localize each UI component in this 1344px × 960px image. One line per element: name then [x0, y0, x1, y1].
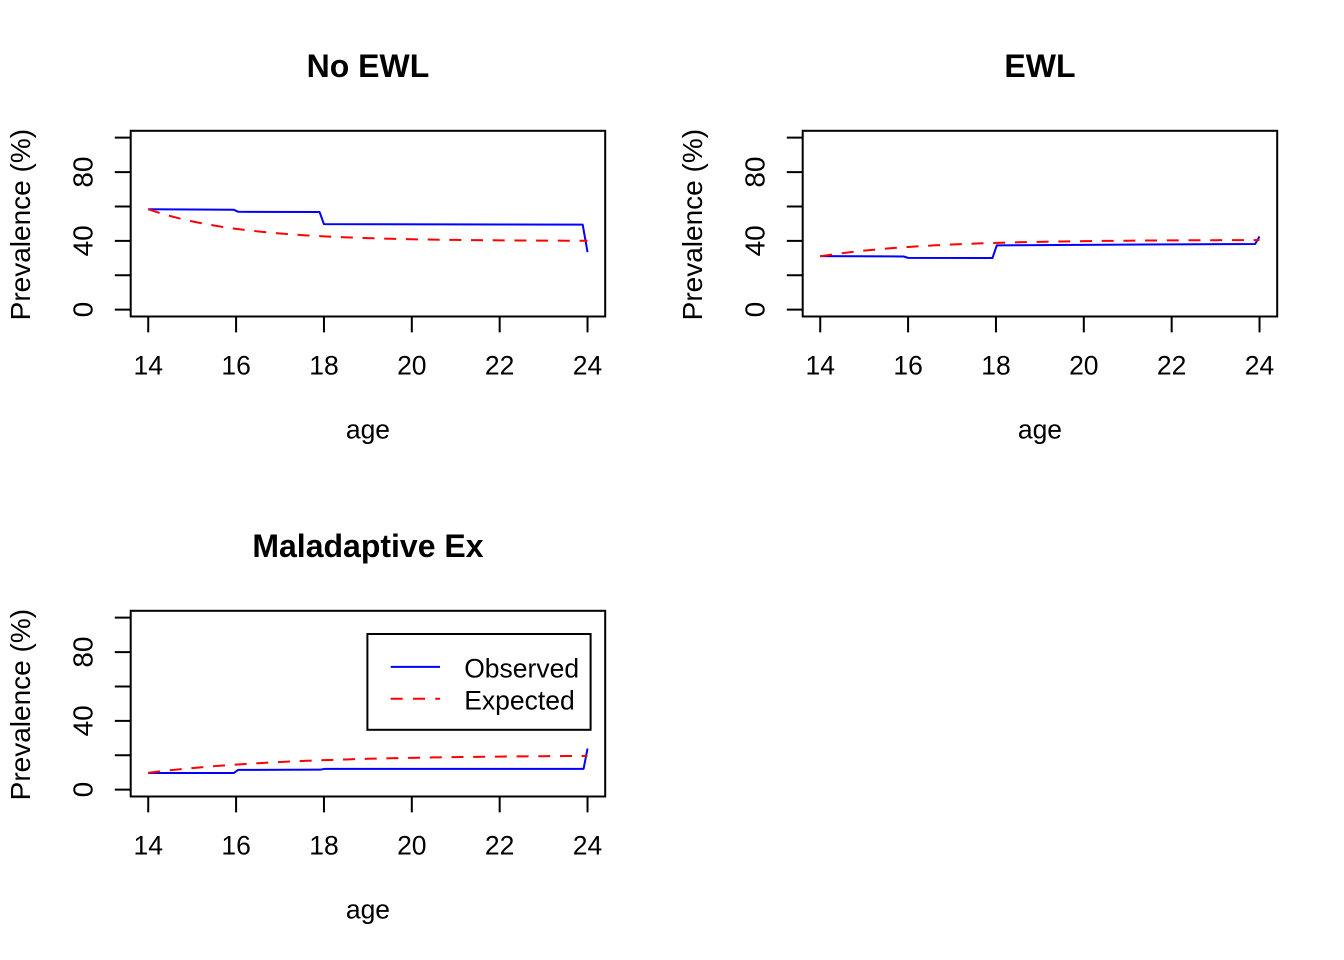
svg-text:No EWL: No EWL	[307, 48, 430, 84]
svg-text:Prevalence (%): Prevalence (%)	[5, 609, 36, 800]
svg-text:0: 0	[740, 302, 771, 318]
svg-text:24: 24	[573, 351, 602, 381]
svg-text:24: 24	[573, 831, 602, 861]
svg-text:18: 18	[309, 831, 338, 861]
svg-text:20: 20	[397, 831, 426, 861]
svg-text:22: 22	[485, 351, 514, 381]
svg-text:Maladaptive Ex: Maladaptive Ex	[252, 528, 483, 564]
svg-text:18: 18	[981, 351, 1010, 381]
svg-text:0: 0	[68, 302, 99, 318]
svg-text:Prevalence (%): Prevalence (%)	[677, 129, 708, 320]
svg-text:24: 24	[1245, 351, 1274, 381]
svg-text:16: 16	[893, 351, 922, 381]
svg-text:40: 40	[68, 705, 99, 736]
svg-text:40: 40	[68, 225, 99, 256]
svg-text:20: 20	[1069, 351, 1098, 381]
svg-text:16: 16	[221, 831, 250, 861]
svg-text:Prevalence (%): Prevalence (%)	[5, 129, 36, 320]
svg-text:20: 20	[397, 351, 426, 381]
svg-text:14: 14	[133, 351, 162, 381]
svg-text:18: 18	[309, 351, 338, 381]
svg-text:age: age	[346, 415, 390, 445]
svg-text:0: 0	[68, 782, 99, 798]
svg-text:22: 22	[485, 831, 514, 861]
svg-text:80: 80	[740, 156, 771, 187]
svg-text:22: 22	[1157, 351, 1186, 381]
svg-text:Observed: Observed	[464, 654, 579, 684]
svg-text:EWL: EWL	[1004, 48, 1075, 84]
svg-text:40: 40	[740, 225, 771, 256]
svg-text:14: 14	[805, 351, 834, 381]
svg-text:age: age	[346, 895, 390, 925]
svg-text:Expected: Expected	[464, 685, 575, 715]
svg-text:16: 16	[221, 351, 250, 381]
svg-text:80: 80	[68, 636, 99, 667]
svg-text:age: age	[1018, 415, 1062, 445]
svg-text:80: 80	[68, 156, 99, 187]
svg-text:14: 14	[133, 831, 162, 861]
